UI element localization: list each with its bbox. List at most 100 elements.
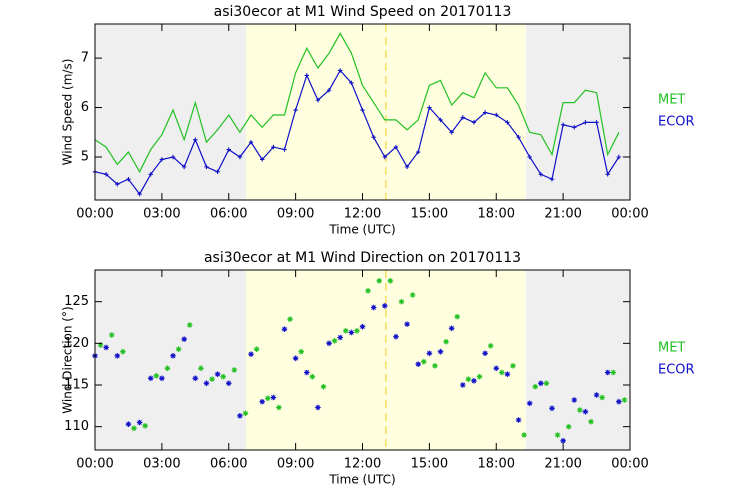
data-point [438, 117, 443, 123]
data-point [309, 373, 316, 380]
data-point [192, 375, 199, 382]
data-point [331, 338, 338, 344]
data-point [594, 120, 599, 125]
data-point [521, 432, 527, 438]
chart-title: asi30ecor at M1 Wind Speed on 20170113 [214, 4, 512, 20]
shaded-span [95, 270, 246, 450]
data-point [476, 373, 483, 380]
x-tick-label: 12:00 [344, 207, 381, 222]
data-point [170, 154, 176, 160]
data-point [198, 365, 204, 372]
data-point [621, 397, 628, 403]
shaded-span [525, 24, 630, 200]
data-point [532, 383, 539, 390]
x-tick-label: 06:00 [210, 457, 247, 472]
data-point [471, 378, 477, 384]
data-point [605, 172, 610, 177]
y-tick-label: 5 [81, 149, 89, 164]
data-point [276, 404, 282, 411]
data-point [287, 316, 293, 322]
legend-label: MET [658, 93, 685, 108]
x-tick-label: 00:00 [76, 207, 113, 222]
data-point [137, 191, 142, 197]
x-tick-label: 00:00 [76, 457, 113, 472]
x-tick-label: 15:00 [411, 207, 448, 222]
data-point [449, 130, 454, 135]
data-point [398, 298, 405, 305]
data-point [454, 313, 461, 320]
legend-label: ECOR [658, 363, 695, 378]
data-point [526, 400, 533, 407]
data-point [237, 154, 243, 160]
data-point [409, 292, 416, 298]
y-axis-label: Wind Direction (°) [61, 306, 75, 413]
data-point [303, 369, 310, 376]
data-point [170, 353, 176, 359]
data-point [427, 105, 432, 110]
data-point [342, 328, 349, 334]
x-tick-label: 12:00 [344, 457, 381, 472]
data-point [147, 375, 154, 382]
data-point [209, 376, 215, 382]
y-tick-label: 125 [64, 294, 89, 309]
data-point [465, 376, 472, 382]
data-point [164, 365, 171, 372]
data-point [616, 398, 622, 405]
data-point [215, 169, 220, 175]
data-point [504, 371, 511, 377]
data-point [387, 278, 394, 284]
x-tick-label: 03:00 [143, 207, 180, 222]
data-point [404, 321, 410, 327]
data-point [460, 382, 466, 388]
data-point [349, 80, 354, 86]
data-point [304, 73, 309, 78]
data-point [226, 147, 231, 152]
data-point [270, 394, 277, 401]
y-tick-label: 6 [81, 100, 89, 115]
data-point [494, 112, 499, 118]
data-point [281, 326, 288, 332]
x-tick-label: 06:00 [210, 207, 247, 222]
data-line [94, 32, 620, 174]
data-point [214, 371, 221, 377]
y-tick-label: 115 [64, 378, 89, 393]
data-point [560, 122, 566, 128]
data-point [493, 365, 500, 372]
data-point [437, 348, 444, 355]
data-point [432, 363, 438, 369]
data-point [97, 342, 104, 348]
data-point [126, 177, 131, 182]
x-tick-label: 18:00 [478, 207, 515, 222]
data-point [371, 135, 376, 140]
data-point [571, 397, 578, 403]
data-point [326, 340, 332, 347]
data-point [549, 177, 555, 182]
data-point [415, 361, 422, 367]
x-axis-label: Time (UTC) [328, 473, 395, 487]
data-point [460, 115, 466, 120]
data-point [549, 405, 555, 412]
x-axis-label: Time (UTC) [328, 223, 395, 237]
data-point [103, 172, 109, 177]
data-point [181, 336, 187, 342]
legend-label: ECOR [658, 115, 695, 130]
data-point [242, 410, 249, 417]
shaded-span [525, 270, 630, 450]
data-point [543, 380, 550, 387]
data-point [193, 137, 198, 142]
data-point [516, 135, 521, 140]
data-point [292, 355, 299, 362]
data-point [404, 164, 410, 170]
data-point [560, 438, 566, 444]
data-point [298, 348, 304, 355]
data-point [426, 350, 433, 357]
data-point [416, 149, 421, 155]
y-axis-label: Wind Speed (m/s) [61, 59, 75, 166]
data-point [382, 154, 387, 160]
data-point [203, 380, 210, 387]
data-point [583, 120, 588, 125]
x-tick-label: 00:00 [611, 457, 648, 472]
data-point [293, 107, 298, 113]
data-point [320, 383, 327, 390]
